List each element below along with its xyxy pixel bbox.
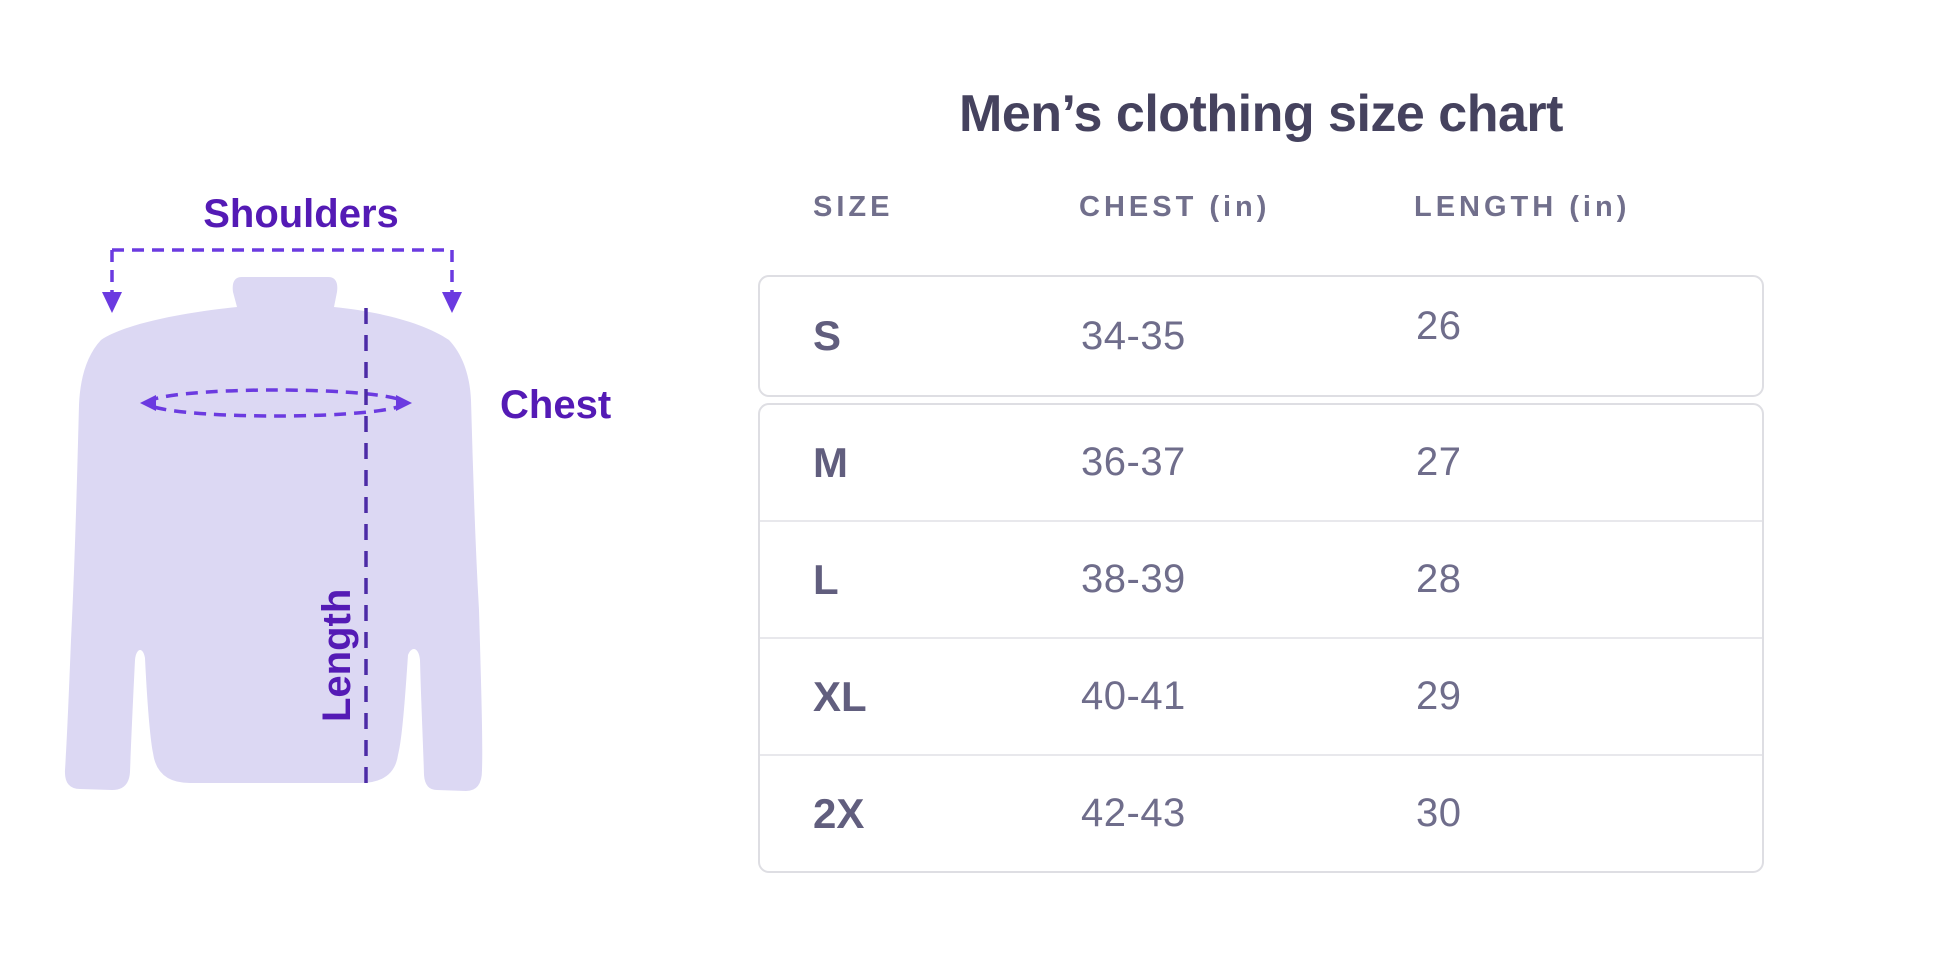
size-value: S [813, 312, 842, 359]
shirt-measurement-diagram: Shoulders Chest Length [0, 0, 700, 830]
size-table-group: M 36-37 27 L 38-39 28 XL 40-41 29 2X 42-… [758, 403, 1764, 873]
size-value: XL [813, 672, 867, 720]
shoulders-measure-bracket [110, 248, 454, 293]
column-header-length: LENGTH (in) [1414, 191, 1631, 223]
size-value: 2X [813, 789, 865, 837]
chest-value: 38-39 [1081, 557, 1186, 601]
size-value: M [813, 438, 848, 486]
table-row: 2X 42-43 30 [760, 754, 1762, 871]
chest-arrow-left-icon [140, 395, 156, 411]
length-value: 27 [1416, 440, 1462, 484]
size-value: L [813, 555, 839, 603]
length-label: Length [315, 588, 359, 722]
column-header-size: SIZE [813, 191, 894, 223]
shirt-illustration [64, 248, 483, 791]
shoulders-arrow-right-icon [442, 292, 462, 313]
length-value: 28 [1416, 557, 1462, 601]
length-value: 29 [1416, 674, 1462, 718]
size-table-first-group: S 34-35 26 [758, 275, 1764, 397]
shoulders-label: Shoulders [203, 192, 399, 236]
table-row: S 34-35 26 [760, 277, 1762, 395]
table-header-row: SIZE CHEST (in) LENGTH (in) [0, 191, 1946, 227]
chest-label: Chest [500, 383, 612, 427]
table-row: L 38-39 28 [760, 520, 1762, 637]
chest-value: 34-35 [1081, 313, 1186, 358]
shoulders-arrow-left-icon [102, 292, 122, 313]
chest-arrow-right-icon [396, 395, 412, 411]
table-row: M 36-37 27 [760, 405, 1762, 520]
chest-value: 42-43 [1081, 791, 1186, 835]
chest-value: 40-41 [1081, 674, 1186, 718]
chest-value: 36-37 [1081, 440, 1186, 484]
column-header-chest: CHEST (in) [1079, 191, 1271, 223]
length-value: 26 [1416, 303, 1462, 348]
page-title: Men’s clothing size chart [959, 85, 1563, 143]
table-row: XL 40-41 29 [760, 637, 1762, 754]
length-value: 30 [1416, 791, 1462, 835]
shirt-silhouette [64, 277, 483, 791]
